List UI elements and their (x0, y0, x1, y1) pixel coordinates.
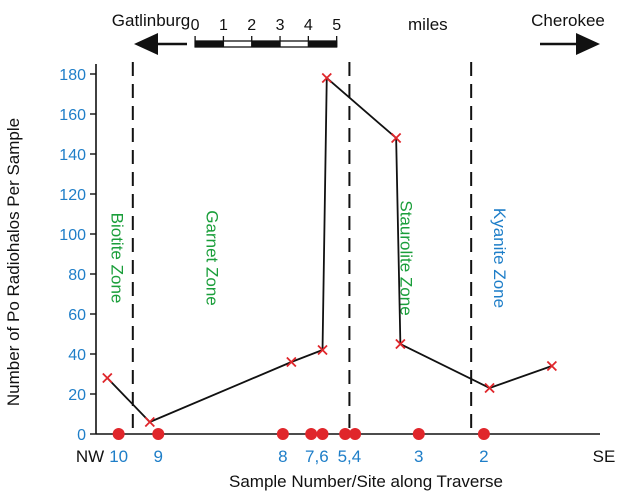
y-tick-label: 0 (77, 427, 86, 444)
scale-bar-tick-label: 2 (247, 17, 256, 34)
sample-site-label: 10 (109, 447, 128, 466)
sample-site-dot (316, 428, 329, 440)
sample-site-dot (305, 428, 318, 440)
zone-label: Garnet Zone (202, 210, 221, 305)
sample-site-dot (339, 428, 352, 440)
data-point-marker (144, 416, 155, 428)
data-point-marker (390, 132, 402, 144)
y-tick-label: 100 (59, 227, 86, 244)
data-point-marker (286, 356, 297, 368)
scale-bar-tick-label: 5 (332, 17, 341, 34)
scale-bar-segment (251, 41, 281, 47)
nw-label: NW (76, 447, 104, 466)
sample-site-dot (477, 428, 490, 440)
sample-site-label: 9 (154, 447, 163, 466)
scale-bar-segment (195, 41, 224, 47)
sample-site-label: 3 (414, 447, 423, 466)
sample-site-dot (112, 428, 125, 440)
sample-site-label: 5,4 (338, 447, 362, 466)
sample-site-dot (412, 428, 425, 440)
y-axis-label: Number of Po Radiohalos Per Sample (4, 118, 23, 406)
data-point-marker (102, 372, 113, 384)
arrow-left-head (134, 33, 158, 55)
data-point-marker (395, 338, 406, 350)
scale-unit-label: miles (408, 15, 448, 34)
y-tick-label: 40 (68, 347, 86, 364)
zone-label: Staurolite Zone (396, 200, 415, 315)
y-tick-label: 80 (68, 267, 86, 284)
town-cherokee: Cherokee (531, 11, 605, 30)
series-line (106, 76, 553, 424)
scale-bar-tick-label: 4 (304, 17, 313, 34)
arrow-right-head (576, 33, 600, 55)
y-tick-label: 180 (59, 67, 86, 84)
sample-site-dot (152, 428, 165, 440)
sample-site-label: 7,6 (305, 447, 329, 466)
y-tick-label: 120 (59, 187, 86, 204)
scale-bar-tick-label: 3 (276, 17, 285, 34)
sample-site-label: 8 (278, 447, 287, 466)
data-point-marker (317, 344, 328, 356)
data-point-marker (484, 382, 495, 394)
se-label: SE (593, 447, 616, 466)
zone-label: Kyanite Zone (490, 208, 509, 308)
zone-label: Biotite Zone (108, 213, 127, 304)
x-axis-label: Sample Number/Site along Traverse (229, 472, 503, 491)
y-tick-label: 160 (59, 107, 86, 124)
y-tick-label: 60 (68, 307, 86, 324)
data-point-marker (546, 360, 558, 372)
scale-bar-tick-label: 0 (191, 17, 200, 34)
scale-bar-tick-label: 1 (219, 17, 228, 34)
y-tick-label: 20 (68, 387, 86, 404)
town-gatlinburg: Gatlinburg (112, 11, 190, 30)
sample-site-dot (276, 428, 289, 440)
scale-bar-segment (308, 41, 337, 47)
sample-site-label: 2 (479, 447, 488, 466)
y-tick-label: 140 (59, 147, 86, 164)
sample-site-dot (349, 428, 362, 440)
data-point-marker (321, 72, 332, 84)
